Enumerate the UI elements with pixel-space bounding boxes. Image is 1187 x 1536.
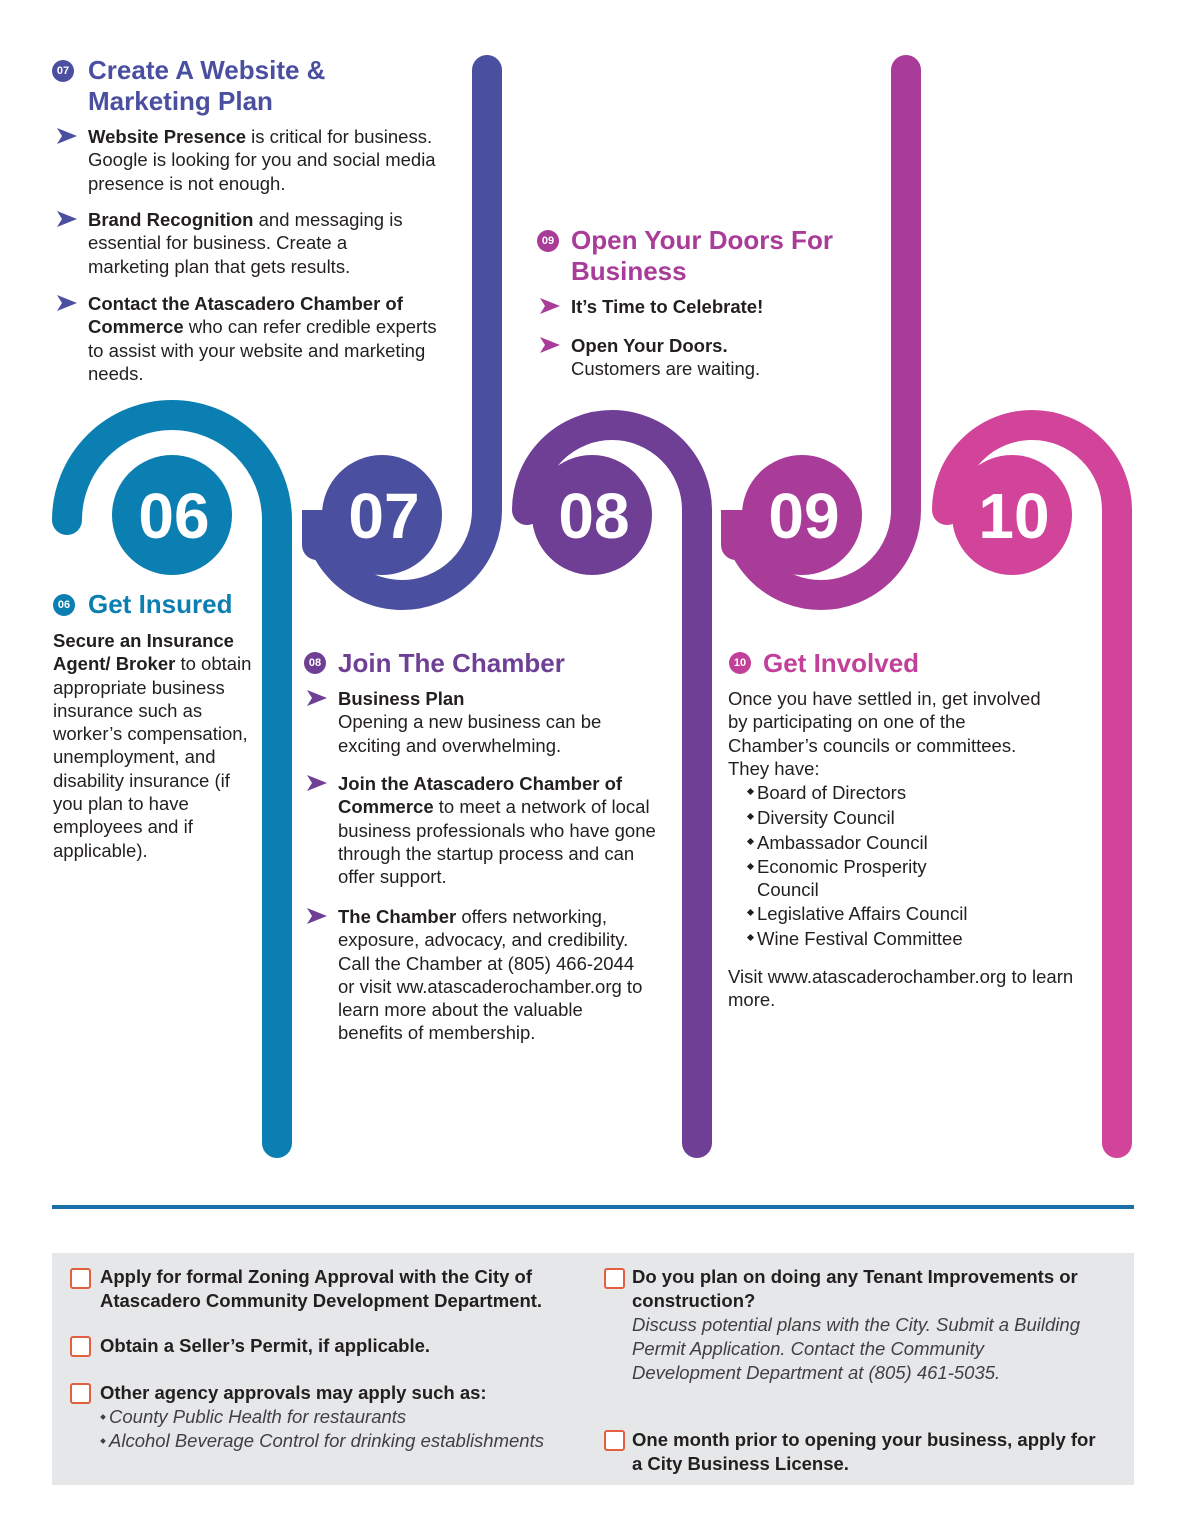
curve [512,410,712,1158]
item-lead: Open Your Doors. [571,335,728,356]
item: Join the Atascadero Chamber of Commerce … [338,772,656,888]
item: Once you have settled in, get involved b… [728,687,1073,1012]
list-item: Legislative Affairs Council [745,901,985,926]
step-number: 10 [978,480,1049,552]
list-item: Board of Directors [745,780,985,805]
item-text: and messaging is essential for business.… [88,209,403,277]
arrow [57,295,77,311]
curve [932,410,1132,1158]
item-text: who can refer credible experts to assist… [88,316,437,384]
arrow [307,775,327,791]
section-title: Get Insured [88,589,233,619]
checklist-item: Other agency approvals may apply such as… [100,1381,590,1453]
section-title: Get Involved [763,648,920,678]
item-text: to obtain appropriate business insurance… [53,653,252,861]
curve [302,55,502,610]
item-lead: Contact the Atascadero Chamber of Commer… [88,293,403,338]
item-lead: Brand Recognition [88,209,254,230]
badge: 09 [537,230,559,252]
item-lead: Website Presence [88,126,247,147]
item: Contact the Atascadero Chamber of Commer… [88,292,453,385]
curve [52,400,292,1158]
item: Website Presence is critical for busines… [88,125,460,195]
checkbox [70,1336,91,1357]
badge: 06 [53,594,75,616]
checklist-item: Obtain a Seller’s Permit, if applicable. [100,1335,431,1356]
item-text: is critical for business. Google is look… [88,126,436,194]
list-item: Diversity Council [745,805,985,830]
section-title: Join The Chamber [338,648,565,678]
list-item: Economic Prosperity Council [745,855,957,901]
item-lead: The Chamber [338,906,457,927]
step-number: 07 [348,480,419,552]
item: It’s Time to Celebrate! [571,295,871,318]
arrow [307,690,327,706]
arrow [57,128,77,144]
badge: 07 [52,60,74,82]
checklist-item: Do you plan on doing any Tenant Improvem… [632,1265,1117,1385]
list-item: Wine Festival Committee [745,926,985,951]
checkbox [604,1430,625,1451]
timeline: 06 07 08 09 10 [52,55,1134,1209]
arrow [540,298,560,314]
item: Business Plan Opening a new business can … [338,687,656,757]
divider [52,1205,1134,1209]
item-lead: Secure an Insurance Agent/ Broker [53,630,234,675]
step-number: 06 [138,480,209,552]
arrow [307,908,327,924]
item: Secure an Insurance Agent/ Broker to obt… [53,629,253,862]
checklist-note: County Public Health for restaurants [100,1405,590,1429]
item-lead: Join the Atascadero Chamber of Commerce [338,773,623,818]
checklist-note: Alcohol Beverage Control for drinking es… [100,1429,590,1453]
step-circle [322,455,442,575]
item-lead: Business Plan [338,688,465,709]
intro: Once you have settled in, get involved b… [728,688,1041,756]
item-lead: It’s Time to Celebrate! [571,296,764,317]
checkbox [604,1268,625,1289]
step-number: 09 [768,480,839,552]
step-circle [742,455,862,575]
curve [721,55,921,610]
item: Brand Recognition and messaging is essen… [88,208,413,278]
section-title: Create A Website & Marketing Plan [88,55,326,116]
checklist-text: Do you plan on doing any Tenant Improvem… [632,1266,1078,1311]
checklist-item: One month prior to opening your business… [632,1429,1096,1474]
badge: 10 [729,652,751,674]
checklist-item: Apply for formal Zoning Approval with th… [100,1266,543,1311]
item-text: offers networking, exposure, advocacy, a… [338,906,643,1044]
step-circle [952,455,1072,575]
list: Board of Directors Diversity Council Amb… [728,780,985,951]
checkbox [70,1268,91,1289]
section-title: Open Your Doors For Business [571,225,833,286]
list-item: Ambassador Council [745,830,985,855]
list-title: They have: [728,757,820,779]
checklist-note: Discuss potential plans with the City. S… [632,1314,1080,1383]
item-text: to meet a network of local business prof… [338,796,656,888]
item: Open Your Doors. Customers are waiting. [571,334,871,381]
step-circle [112,455,232,575]
arrow [57,211,77,227]
item: The Chamber offers networking, exposure,… [338,905,643,1045]
outro: Visit www.atascaderochamber.org to learn… [728,966,1074,1011]
item-text: Opening a new business can be exciting a… [338,711,602,756]
step-number: 08 [558,480,629,552]
step-circle [532,455,652,575]
arrow [540,337,560,353]
badge: 08 [304,652,326,674]
checklist-text: Other agency approvals may apply such as… [100,1382,487,1403]
item-text: Customers are waiting. [571,358,761,380]
checkbox [70,1383,91,1404]
